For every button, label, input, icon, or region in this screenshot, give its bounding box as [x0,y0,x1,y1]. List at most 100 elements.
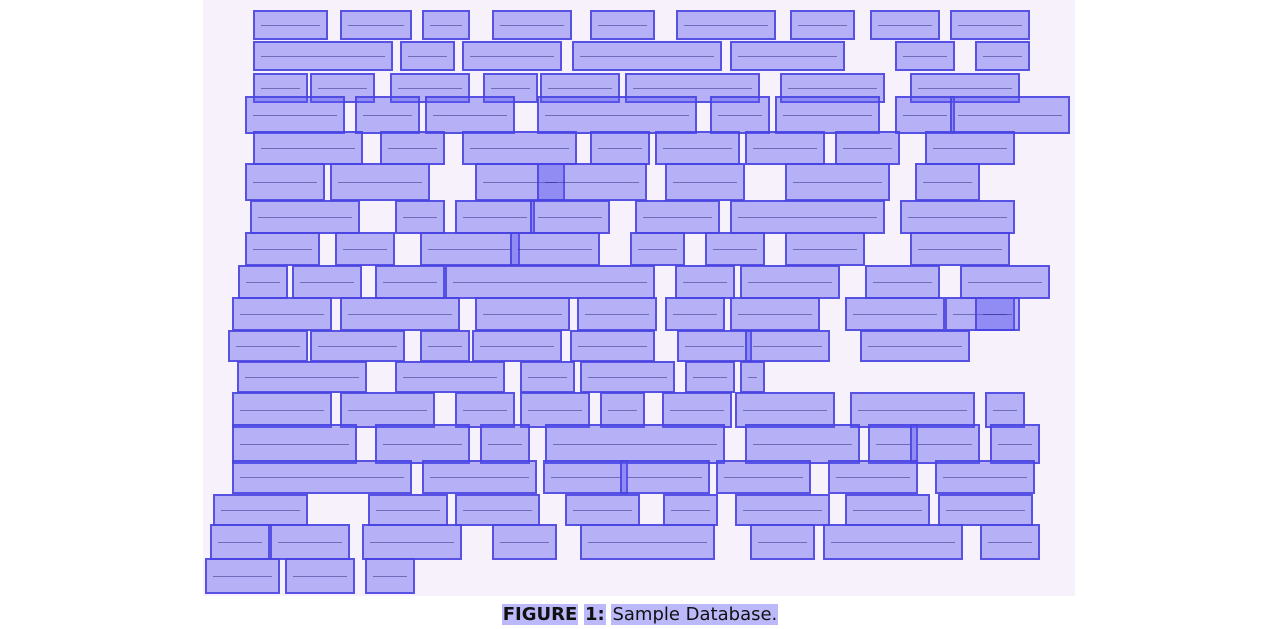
word-box-line-1-word-1 [253,10,328,40]
handwritten-word-stroke [693,377,727,378]
word-box-line-3-word-7 [780,73,885,103]
handwritten-word-stroke [463,217,527,218]
word-box-line-11-word-7 [745,330,830,362]
handwritten-word-stroke [480,346,554,347]
word-box-line-7-word-2 [395,200,445,234]
word-box-line-9-word-4 [445,265,655,299]
word-box-line-9-word-7 [865,265,940,299]
word-box-line-9-word-6 [740,265,840,299]
word-box-line-15-word-7 [935,460,1035,494]
word-box-line-2-word-6 [895,41,955,71]
handwritten-word-stroke [253,249,312,250]
word-box-line-14-word-8 [990,424,1040,464]
word-box-line-4-word-1 [245,96,345,134]
handwritten-word-stroke [470,56,554,57]
word-box-line-3-word-4 [483,73,538,103]
word-box-line-13-word-3 [455,392,515,428]
word-box-line-11-word-8 [860,330,970,362]
word-box-line-18-word-3 [365,558,415,594]
word-box-line-16-word-6 [735,494,830,526]
handwritten-word-stroke [261,148,355,149]
handwritten-word-stroke [873,282,932,283]
handwritten-word-stroke [240,410,324,411]
word-box-line-16-word-5 [663,494,718,526]
handwritten-word-stroke [491,88,530,89]
word-box-line-5-word-8 [925,131,1015,165]
word-box-line-16-word-4 [565,494,640,526]
handwritten-word-stroke [585,314,649,315]
handwritten-word-stroke [528,410,582,411]
word-box-line-17-word-8 [980,524,1040,560]
word-box-line-6-word-3 [475,163,565,201]
caption-figure-label: FIGURE [501,604,579,625]
handwritten-word-stroke [240,444,349,445]
handwritten-word-stroke [993,410,1017,411]
handwritten-word-stroke [643,217,712,218]
handwritten-word-stroke [713,249,757,250]
handwritten-word-stroke [608,410,637,411]
word-box-line-12-word-6 [740,361,765,393]
handwritten-word-stroke [463,510,532,511]
handwritten-word-stroke [868,346,962,347]
word-box-line-17-word-3 [362,524,462,560]
word-box-line-16-word-7 [845,494,930,526]
word-box-line-11-word-1 [228,330,308,362]
word-box-line-6-word-7 [915,163,980,201]
word-box-line-17-word-2 [270,524,350,560]
handwritten-word-stroke [403,217,437,218]
word-box-line-8-word-5 [630,232,685,266]
handwritten-word-stroke [628,477,702,478]
word-box-line-15-word-2 [422,460,537,494]
word-box-line-9-word-1 [238,265,288,299]
handwritten-word-stroke [348,314,452,315]
word-box-line-18-word-1 [205,558,280,594]
handwritten-word-stroke [430,477,529,478]
handwritten-word-stroke [908,217,1007,218]
handwritten-word-stroke [278,542,342,543]
word-box-line-4-word-3 [425,96,515,134]
handwritten-word-stroke [261,88,300,89]
word-box-line-14-word-2 [375,424,470,464]
word-box-line-2-word-2 [400,41,455,71]
word-box-line-15-word-4 [620,460,710,494]
word-box-line-1-word-4 [492,10,572,40]
handwritten-word-stroke [738,56,837,57]
handwritten-word-stroke [946,510,1025,511]
handwritten-word-stroke [370,542,454,543]
handwritten-word-stroke [853,510,922,511]
word-box-line-12-word-4 [580,361,675,393]
word-box-line-1-word-2 [340,10,412,40]
handwritten-word-stroke [724,477,803,478]
word-box-line-13-word-6 [662,392,732,428]
handwritten-word-stroke [983,314,1012,315]
handwritten-word-stroke [293,576,347,577]
word-box-line-7-word-3 [455,200,535,234]
word-box-line-16-word-2 [368,494,448,526]
handwritten-word-stroke [673,182,737,183]
word-box-line-8-word-4 [510,232,600,266]
handwritten-word-stroke [403,377,497,378]
word-box-line-6-word-4 [537,163,647,201]
word-box-line-11-word-6 [677,330,752,362]
handwritten-word-stroke [663,148,732,149]
handwritten-word-stroke [518,249,592,250]
word-box-line-1-word-6 [676,10,776,40]
word-box-line-9-word-5 [675,265,735,299]
handwritten-word-stroke [878,25,932,26]
handwritten-word-stroke [753,444,852,445]
word-box-line-1-word-7 [790,10,855,40]
handwritten-word-stroke [918,444,972,445]
handwritten-word-stroke [363,115,412,116]
handwritten-word-stroke [528,377,567,378]
handwritten-word-stroke [836,477,910,478]
word-box-line-9-word-3 [375,265,445,299]
word-box-line-13-word-9 [985,392,1025,428]
word-box-line-6-word-6 [785,163,890,201]
word-box-line-10-word-6 [730,297,820,331]
handwritten-word-stroke [831,542,955,543]
handwritten-word-stroke [428,346,462,347]
handwritten-word-stroke [318,346,397,347]
word-box-line-13-word-1 [232,392,332,428]
handwritten-word-stroke [373,576,407,577]
